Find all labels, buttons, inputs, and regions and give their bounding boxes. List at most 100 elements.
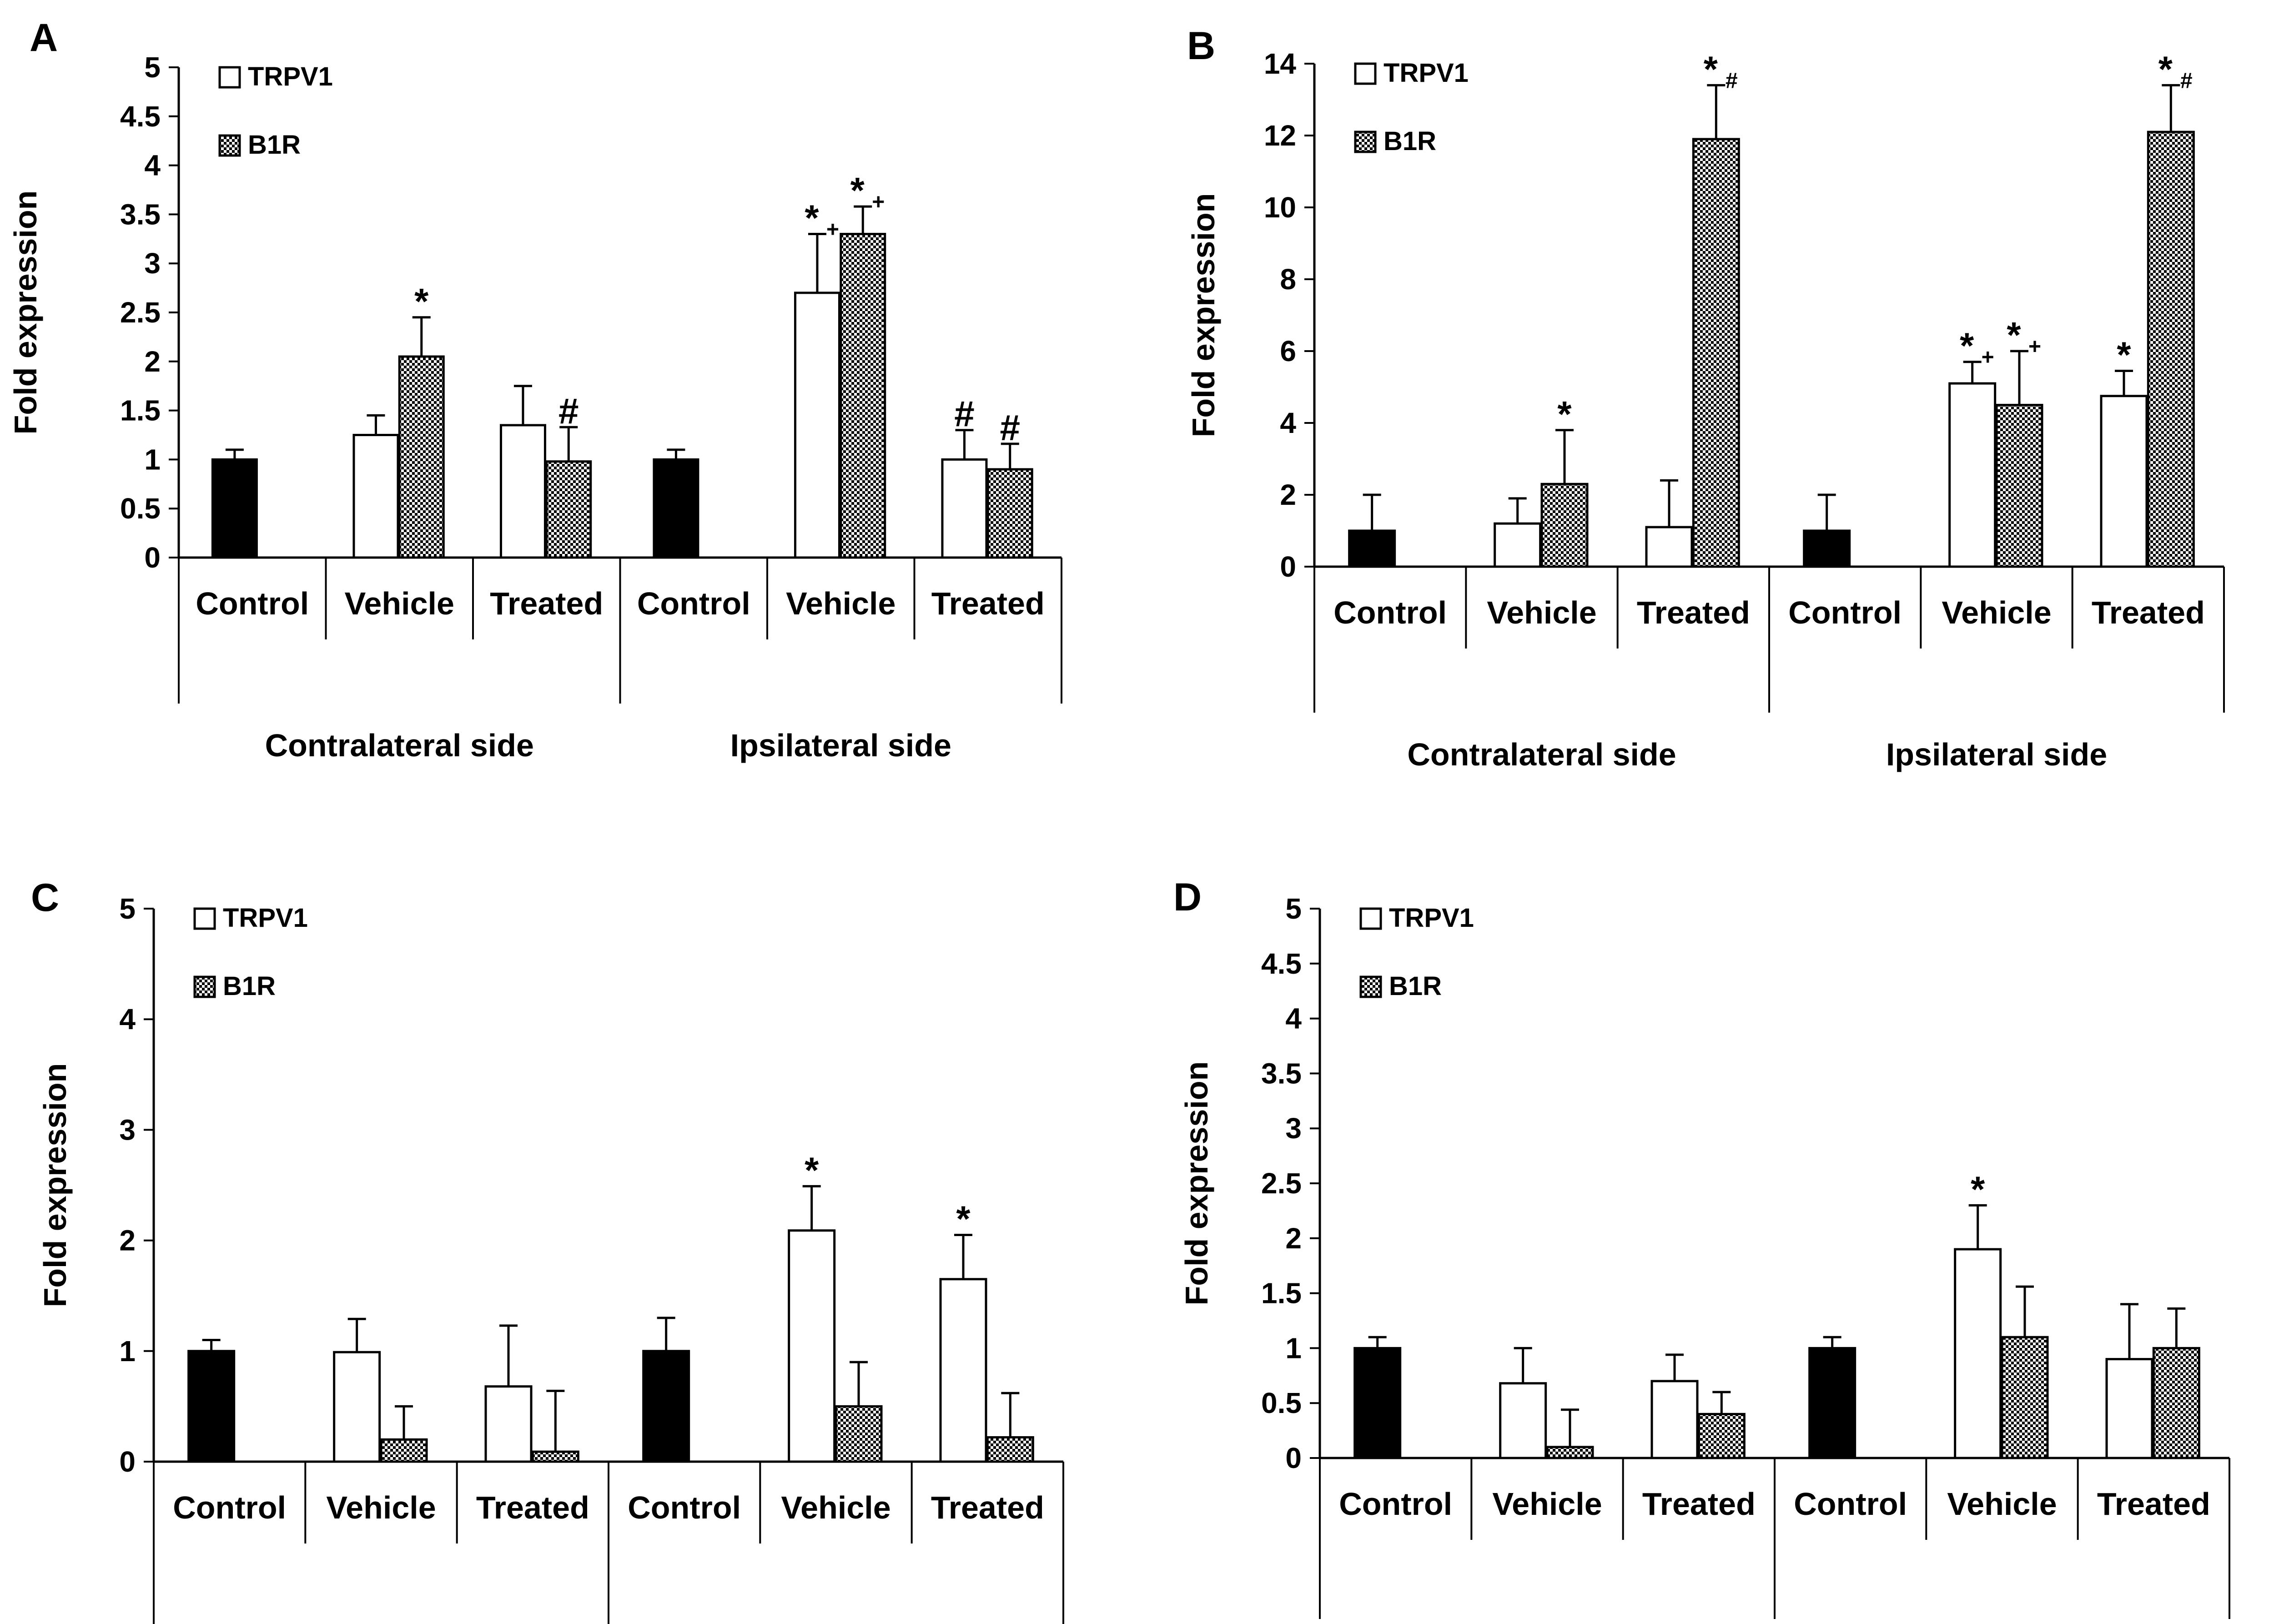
y-tick-label: 5 (1285, 892, 1302, 925)
significance-marker: * (850, 170, 865, 211)
legend-label: TRPV1 (248, 62, 333, 91)
significance-marker: # (1000, 407, 1021, 448)
category-label: Vehicle (326, 1490, 436, 1525)
y-tick-label: 2 (119, 1224, 136, 1257)
legend-label: TRPV1 (1384, 58, 1469, 88)
legend-swatch (218, 66, 241, 89)
significance-subscript: # (2180, 69, 2193, 93)
panel-letter: C (31, 876, 59, 920)
y-tick-label: 5 (119, 892, 136, 925)
significance-marker: * (956, 1198, 971, 1239)
y-tick-label: 3.5 (1261, 1057, 1302, 1090)
category-label: Treated (2092, 595, 2205, 630)
y-tick-label: 3 (119, 1113, 136, 1146)
significance-subscript: + (2028, 335, 2041, 359)
trpv1-bar (2100, 395, 2148, 568)
trpv1-bar (941, 458, 988, 559)
y-tick-label: 1 (119, 1335, 136, 1368)
significance-marker: * (1971, 1169, 1985, 1209)
y-tick-label: 2.5 (120, 296, 161, 329)
legend-swatch (1359, 907, 1382, 930)
group-label: Ipsilateral side (730, 728, 951, 763)
group-label: Contralateral side (1407, 737, 1676, 772)
panel-letter: D (1173, 875, 1202, 919)
b1r-bar (1692, 138, 1740, 568)
y-tick-label: 4 (1280, 407, 1296, 439)
legend-label: B1R (1384, 126, 1436, 156)
legend-swatch (1359, 975, 1382, 998)
b1r-bar (2001, 1336, 2049, 1459)
group-label: Ipsilateral side (1886, 737, 2107, 772)
y-axis-label: Fold expression (8, 191, 43, 435)
legend-swatch (193, 907, 216, 930)
significance-marker: * (2007, 315, 2021, 355)
y-tick-label: 4.5 (1261, 947, 1302, 980)
category-label: Vehicle (345, 586, 454, 621)
trpv1-bar (1954, 1248, 2002, 1459)
category-label: Treated (2097, 1486, 2210, 1522)
y-tick-label: 3 (1285, 1112, 1302, 1145)
control-bar (1353, 1347, 1402, 1459)
trpv1-bar (788, 1229, 836, 1463)
category-label: Vehicle (786, 586, 896, 621)
category-label: Control (637, 586, 750, 621)
trpv1-bar (333, 1351, 381, 1463)
category-label: Treated (476, 1490, 589, 1525)
y-tick-label: 0 (119, 1445, 136, 1478)
trpv1-bar (1494, 522, 1542, 568)
significance-marker: * (805, 1150, 819, 1190)
significance-subscript: + (1982, 346, 1994, 370)
panel-letter: A (30, 16, 58, 60)
b1r-bar (531, 1450, 579, 1463)
group-label: Contralateral side (265, 728, 534, 763)
trpv1-bar (939, 1278, 987, 1463)
category-label: Treated (931, 1490, 1044, 1525)
trpv1-bar (1499, 1382, 1547, 1459)
legend-label: B1R (1389, 971, 1442, 1001)
b1r-bar (1697, 1413, 1746, 1459)
legend-label: B1R (223, 971, 276, 1001)
b1r-bar (398, 355, 445, 559)
y-tick-label: 5 (144, 51, 161, 84)
b1r-bar (2147, 131, 2195, 568)
y-tick-label: 0.5 (1261, 1387, 1302, 1419)
chart-panel-c: C Fold expression 0 1 2 3 4 5 Control Vehicle Trea… (31, 876, 1064, 1624)
b1r-bar (840, 233, 886, 559)
y-tick-label: 1 (1285, 1332, 1302, 1364)
legend-swatch (1354, 62, 1377, 85)
y-axis-label: Fold expression (1186, 193, 1221, 437)
b1r-bar (2152, 1347, 2200, 1459)
y-tick-label: 2.5 (1261, 1167, 1302, 1200)
y-tick-label: 3 (144, 247, 161, 280)
control-bar (187, 1350, 236, 1463)
category-label: Control (173, 1490, 286, 1525)
trpv1-bar (1650, 1380, 1699, 1459)
y-tick-label: 14 (1264, 47, 1297, 80)
category-label: Vehicle (1947, 1486, 2057, 1522)
y-tick-label: 4.5 (120, 100, 161, 133)
y-tick-label: 10 (1264, 191, 1296, 224)
y-tick-label: 0 (144, 541, 161, 574)
panel-letter: B (1187, 24, 1215, 68)
y-tick-label: 0 (1285, 1442, 1302, 1474)
trpv1-bar (1645, 526, 1693, 568)
significance-subscript: + (826, 218, 839, 242)
y-tick-label: 0.5 (120, 492, 161, 525)
category-label: Vehicle (781, 1490, 890, 1525)
legend-label: B1R (248, 130, 301, 160)
b1r-bar (1540, 483, 1589, 568)
significance-marker: * (1704, 49, 1718, 89)
y-tick-label: 4 (144, 149, 161, 182)
b1r-bar (1995, 404, 2043, 568)
legend-label: TRPV1 (223, 903, 308, 933)
control-bar (211, 458, 258, 559)
chart-panel-b: B Fold expression 0 2 4 6 8 10 12 14 Control Vehicl… (1186, 24, 2225, 772)
category-label: Treated (490, 586, 603, 621)
control-bar (653, 458, 699, 559)
y-tick-label: 0 (1280, 550, 1296, 583)
y-tick-label: 4 (1285, 1002, 1302, 1035)
y-tick-label: 2 (1285, 1222, 1302, 1255)
trpv1-bar (1948, 382, 1997, 568)
b1r-bar (1546, 1446, 1594, 1459)
